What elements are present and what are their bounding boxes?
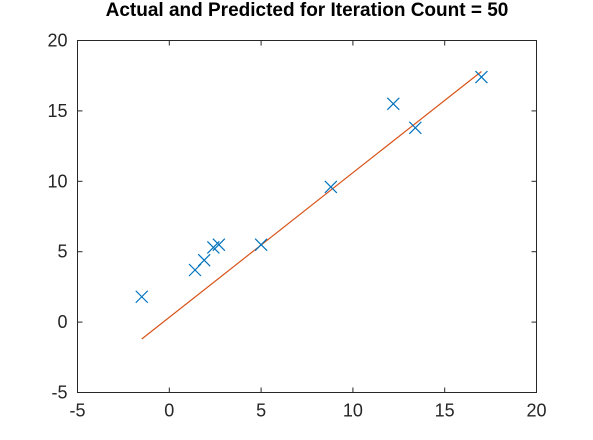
y-tick-label: 20: [47, 31, 67, 51]
plot-area-frame: [77, 40, 537, 393]
x-tick-label: 0: [164, 401, 174, 421]
y-tick-label: 0: [57, 312, 67, 332]
y-tick-label: -5: [51, 383, 67, 403]
data-point-marker: [197, 253, 211, 267]
fit-line-layer: [141, 71, 482, 340]
marker-stroke: [135, 290, 149, 304]
x-tick-label: -5: [69, 401, 85, 421]
x-tick-label: 20: [526, 401, 546, 421]
marker-stroke: [408, 121, 422, 135]
y-tick-label: 5: [57, 242, 67, 262]
fit-line: [141, 71, 482, 340]
marker-layer: [135, 70, 488, 304]
data-point-marker: [474, 70, 488, 84]
data-point-marker: [324, 180, 338, 194]
marker-stroke: [324, 180, 338, 194]
data-point-marker: [135, 290, 149, 304]
x-tick-label: 5: [256, 401, 266, 421]
x-tick-label: 15: [435, 401, 455, 421]
axis-ticks: -5 0 5 10 15 20 -5 0 5 10 15 20: [47, 31, 546, 421]
marker-stroke: [474, 70, 488, 84]
data-point-marker: [254, 238, 268, 252]
x-tick-label: 10: [343, 401, 363, 421]
marker-stroke: [197, 253, 211, 267]
marker-stroke: [254, 238, 268, 252]
y-tick-label: 10: [47, 171, 67, 191]
marker-stroke: [212, 238, 226, 252]
data-point-marker: [212, 238, 226, 252]
y-tick-label: 15: [47, 101, 67, 121]
chart-title: Actual and Predicted for Iteration Count…: [106, 0, 509, 21]
data-point-marker: [408, 121, 422, 135]
marker-stroke: [386, 97, 400, 111]
data-point-marker: [386, 97, 400, 111]
